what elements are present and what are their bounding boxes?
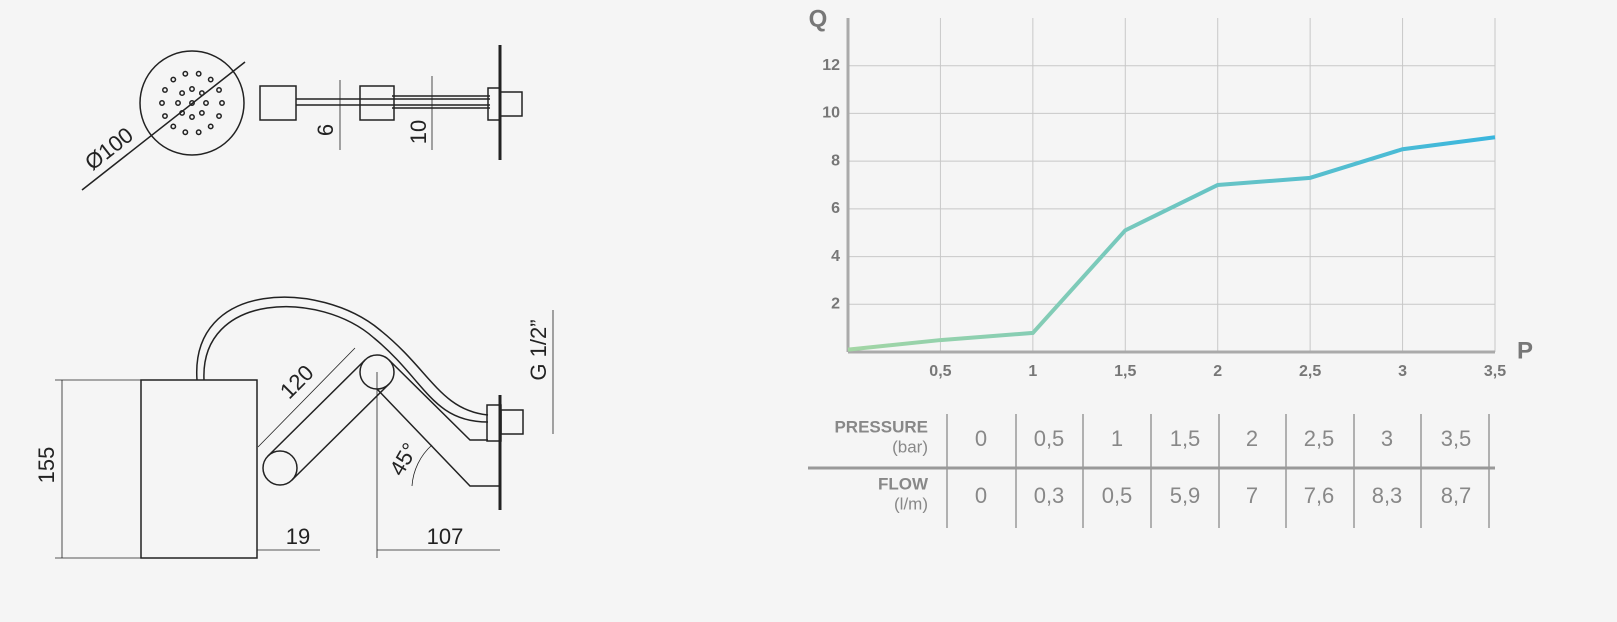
- nozzle: [195, 70, 202, 77]
- nozzle: [182, 70, 189, 77]
- table-cell: 8,3: [1372, 483, 1403, 508]
- x-tick-label: 0,5: [929, 363, 951, 380]
- table-cell: 1,5: [1170, 426, 1201, 451]
- row-label: FLOW: [878, 474, 929, 493]
- dim-label: 45°: [384, 438, 422, 479]
- y-tick-label: 12: [822, 57, 840, 74]
- nozzle: [162, 87, 168, 93]
- nozzle: [182, 129, 189, 136]
- row-unit: (bar): [892, 437, 928, 456]
- table-cell: 0: [975, 426, 987, 451]
- technical-drawing-part: [81, 61, 246, 191]
- nozzle: [179, 90, 186, 97]
- nozzle: [170, 123, 177, 130]
- technical-drawing-part: [267, 359, 366, 457]
- table-cell: 1: [1111, 426, 1123, 451]
- dim-label: 155: [34, 447, 59, 484]
- dim-label: 107: [427, 524, 464, 549]
- nozzle: [203, 100, 209, 106]
- technical-drawing-part: [359, 85, 395, 121]
- table-cell: 0,5: [1034, 426, 1065, 451]
- technical-drawing-part: [259, 85, 297, 121]
- technical-drawing-part: [291, 383, 390, 481]
- x-tick-label: 1,5: [1114, 363, 1136, 380]
- data-line: [847, 135, 1496, 352]
- technical-drawing-part: [139, 50, 245, 156]
- table-cell: 0,5: [1102, 483, 1133, 508]
- x-tick-label: 1: [1028, 363, 1037, 380]
- table-cell: 8,7: [1441, 483, 1472, 508]
- nozzle: [189, 114, 195, 120]
- x-axis-label: P: [1517, 337, 1533, 364]
- technical-drawing-part: [388, 359, 488, 441]
- technical-drawing-part: [411, 444, 433, 487]
- dimension-labels: Ø100 6 10 120 155 19 107 45° G 1/2”: [34, 120, 551, 549]
- table-cell: 2: [1246, 426, 1258, 451]
- nozzles: [159, 70, 225, 136]
- nozzle: [195, 129, 202, 136]
- dim-label: 10: [406, 120, 431, 144]
- chart: Q P 2 4 6 8 10 12 0,5 1 1,5 2 2,5 3 3,5: [809, 5, 1533, 380]
- technical-drawing-part: [376, 388, 500, 487]
- technical-drawing-part: [500, 409, 524, 435]
- dim-label: Ø100: [80, 122, 138, 175]
- nozzle: [198, 109, 205, 116]
- y-tick-label: 10: [822, 105, 840, 122]
- nozzle: [170, 76, 177, 83]
- table-cell: 7: [1246, 483, 1258, 508]
- y-tick-label: 4: [831, 248, 840, 265]
- table: PRESSURE(bar) 0 0,5 1 1,5 2 2,5 3 3,5 FLOW(l/m) 0 0…: [808, 414, 1495, 528]
- y-tick-label: 2: [831, 296, 840, 313]
- x-tick-label: 2,5: [1299, 363, 1321, 380]
- table-cell: 3: [1381, 426, 1393, 451]
- dim-label: 6: [313, 124, 338, 136]
- nozzle: [219, 100, 225, 106]
- dim-label: 120: [275, 360, 319, 404]
- table-cell: 7,6: [1304, 483, 1335, 508]
- technical-drawing-part: [499, 91, 523, 117]
- technical-drawing-part: [196, 296, 489, 416]
- table-cell: 2,5: [1304, 426, 1335, 451]
- nozzle: [216, 87, 222, 93]
- nozzle: [207, 123, 214, 130]
- dim-label: G 1/2”: [526, 319, 551, 380]
- row-label: PRESSURE: [834, 417, 928, 436]
- dim-label: 19: [286, 524, 310, 549]
- nozzle: [159, 100, 165, 106]
- y-tick-label: 6: [831, 200, 840, 217]
- x-tick-label: 3,5: [1484, 363, 1506, 380]
- nozzle: [162, 113, 168, 119]
- nozzle: [175, 100, 181, 106]
- y-axis-label: Q: [809, 5, 828, 32]
- table-cell: 0,3: [1034, 483, 1065, 508]
- nozzle: [189, 86, 195, 92]
- x-tick-label: 2: [1213, 363, 1222, 380]
- technical-drawing-part: [140, 379, 258, 559]
- technical-drawing-part: [487, 87, 501, 121]
- table-cell: 3,5: [1441, 426, 1472, 451]
- technical-drawing-part: [262, 450, 298, 486]
- y-tick-label: 8: [831, 152, 840, 169]
- x-tick-label: 3: [1398, 363, 1407, 380]
- nozzle: [216, 113, 222, 119]
- nozzle: [189, 100, 195, 106]
- table-cell: 5,9: [1170, 483, 1201, 508]
- nozzle: [207, 76, 214, 83]
- technical-drawing-part: [257, 347, 356, 448]
- technical-drawing: [55, 45, 554, 559]
- technical-drawing-part: [203, 305, 489, 423]
- row-unit: (l/m): [894, 494, 928, 513]
- table-cell: 0: [975, 483, 987, 508]
